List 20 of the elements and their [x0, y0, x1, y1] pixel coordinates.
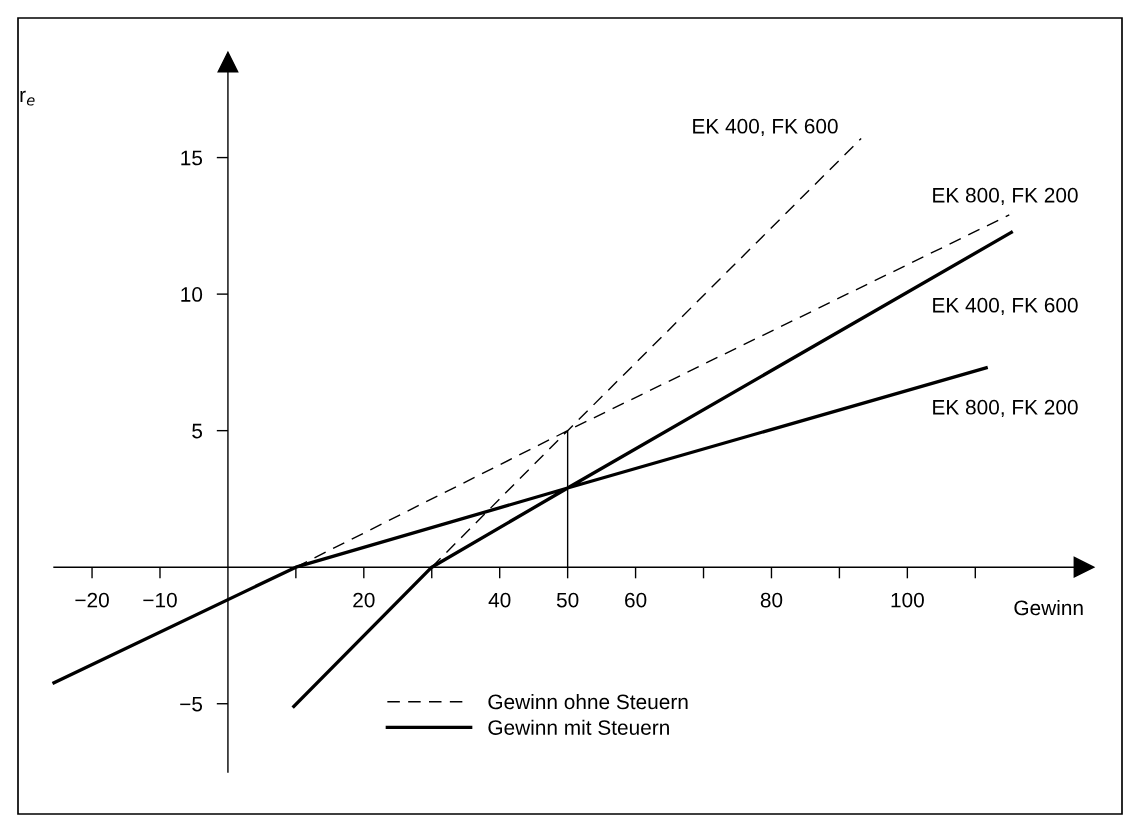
annotation: EK 800, FK 200 — [933, 399, 1078, 418]
y-tick-label: −5 — [180, 696, 203, 712]
y-tick-label: 10 — [181, 287, 203, 302]
x-tick-label: −10 — [143, 592, 177, 608]
x-tick-label: 20 — [353, 592, 375, 608]
legend-label: Gewinn ohne Steuern — [488, 693, 688, 710]
y-axis-title: r$_{e}$ — [20, 90, 35, 106]
annotation: EK 800, FK 200 — [933, 187, 1078, 206]
x-axis-title: Gewinn — [1014, 599, 1083, 616]
y-tick-label: 15 — [181, 150, 203, 166]
legend-label: Gewinn mit Steuern — [488, 719, 669, 735]
annotation: EK 400, FK 600 — [933, 297, 1078, 316]
annotation: EK 400, FK 600 — [693, 118, 838, 137]
x-tick-label: 100 — [891, 592, 924, 608]
x-tick-label: −20 — [75, 592, 109, 608]
x-tick-label: 50 — [556, 592, 579, 608]
x-tick-label: 80 — [760, 592, 783, 608]
x-tick-label: 40 — [488, 592, 511, 608]
y-tick-label: 5 — [192, 423, 203, 439]
x-tick-label: 60 — [625, 592, 647, 608]
